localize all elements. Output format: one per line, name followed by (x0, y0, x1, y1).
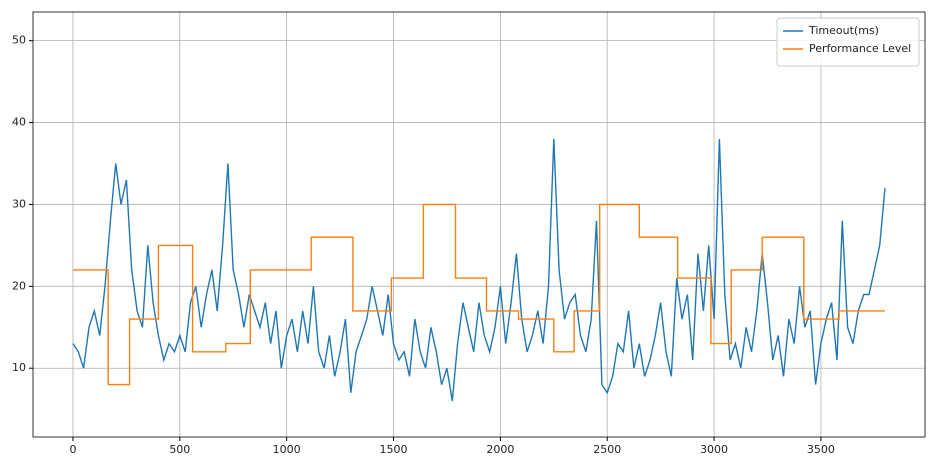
x-tick-label: 3000 (700, 443, 728, 456)
x-tick-label: 1000 (273, 443, 301, 456)
plot-frame (32, 11, 926, 438)
y-tick-label: 30 (12, 197, 26, 210)
line-series (72, 138, 886, 402)
legend-label: Performance Level (809, 42, 911, 55)
x-tick-label: 1500 (380, 443, 408, 456)
y-tick-label: 50 (12, 34, 26, 47)
x-tick-label: 2500 (593, 443, 621, 456)
y-tick-label: 10 (12, 361, 26, 374)
legend-label: Timeout(ms) (808, 24, 879, 37)
x-tick-label: 500 (169, 443, 190, 456)
y-tick-label: 40 (12, 116, 26, 129)
line-series (73, 203, 885, 386)
legend-box (776, 17, 920, 67)
x-tick-label: 0 (69, 443, 76, 456)
x-tick-label: 3500 (807, 443, 835, 456)
y-tick-label: 20 (12, 279, 26, 292)
x-tick-label: 2000 (486, 443, 514, 456)
